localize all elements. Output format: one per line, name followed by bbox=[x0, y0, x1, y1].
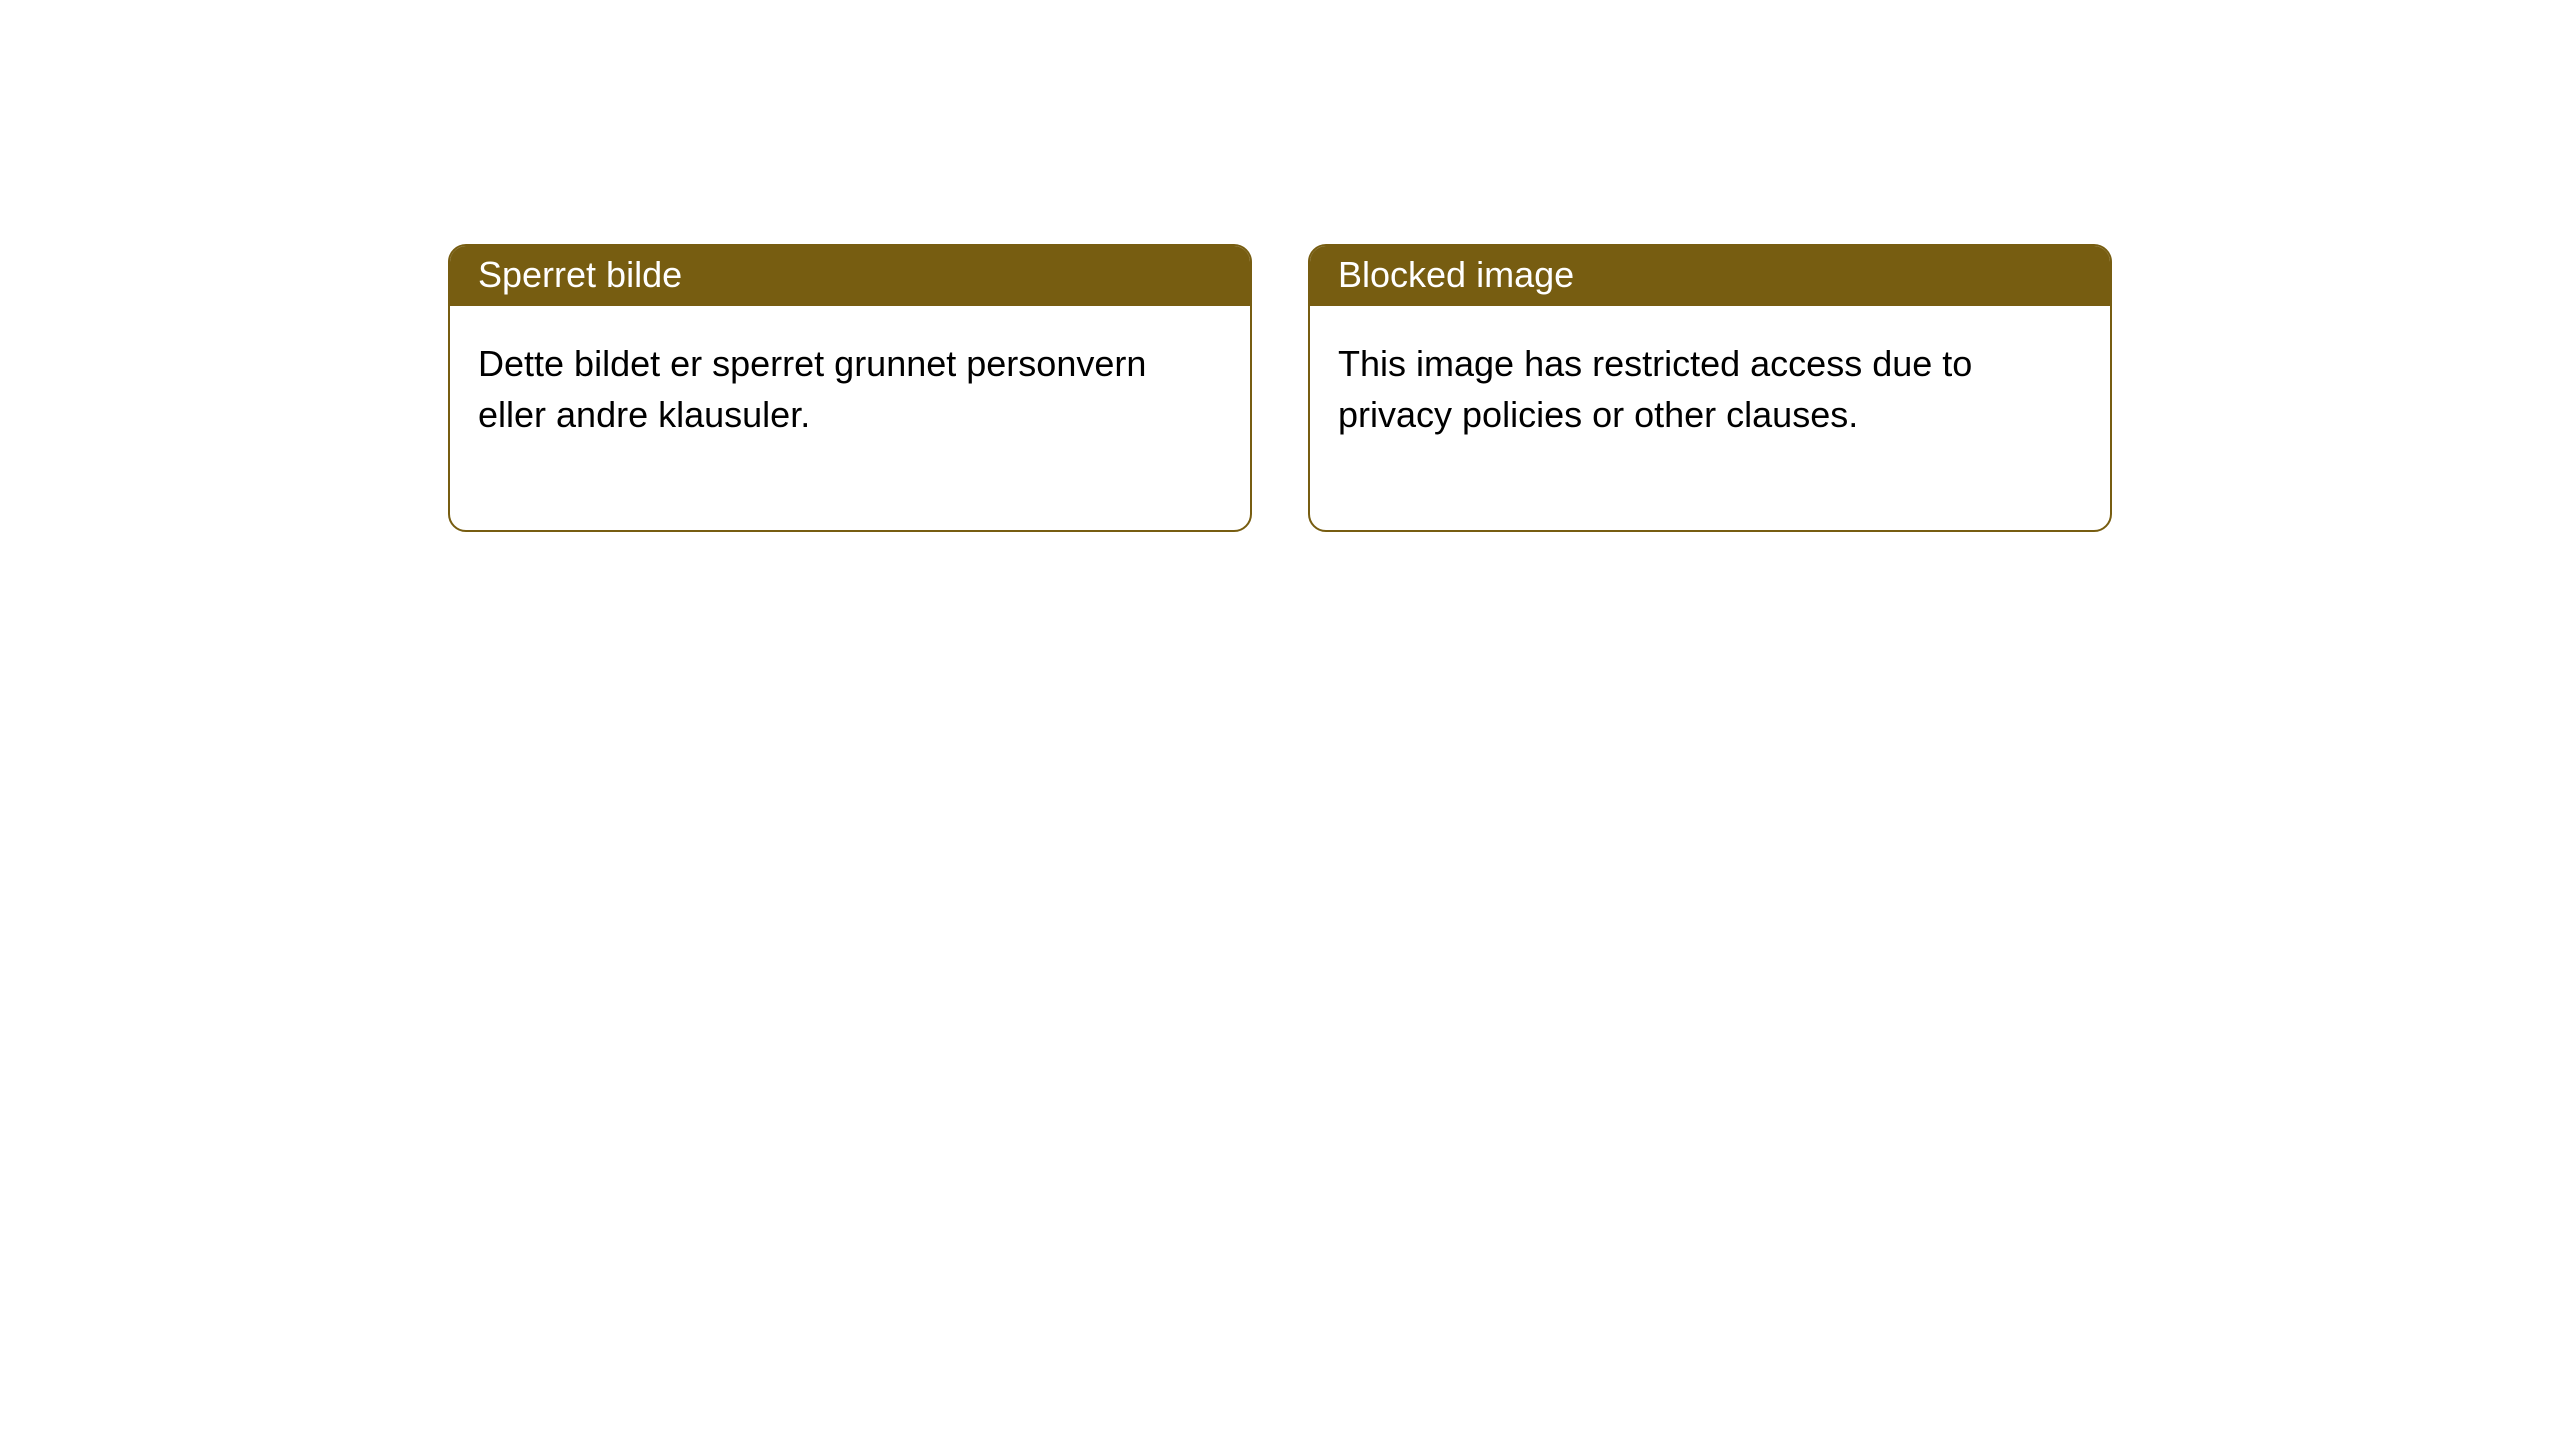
notice-container: Sperret bilde Dette bildet er sperret gr… bbox=[0, 0, 2560, 532]
notice-card-no: Sperret bilde Dette bildet er sperret gr… bbox=[448, 244, 1252, 532]
notice-card-en: Blocked image This image has restricted … bbox=[1308, 244, 2112, 532]
notice-body-no: Dette bildet er sperret grunnet personve… bbox=[450, 306, 1250, 530]
notice-header-en: Blocked image bbox=[1310, 246, 2110, 306]
notice-header-no: Sperret bilde bbox=[450, 246, 1250, 306]
notice-body-en: This image has restricted access due to … bbox=[1310, 306, 2110, 530]
